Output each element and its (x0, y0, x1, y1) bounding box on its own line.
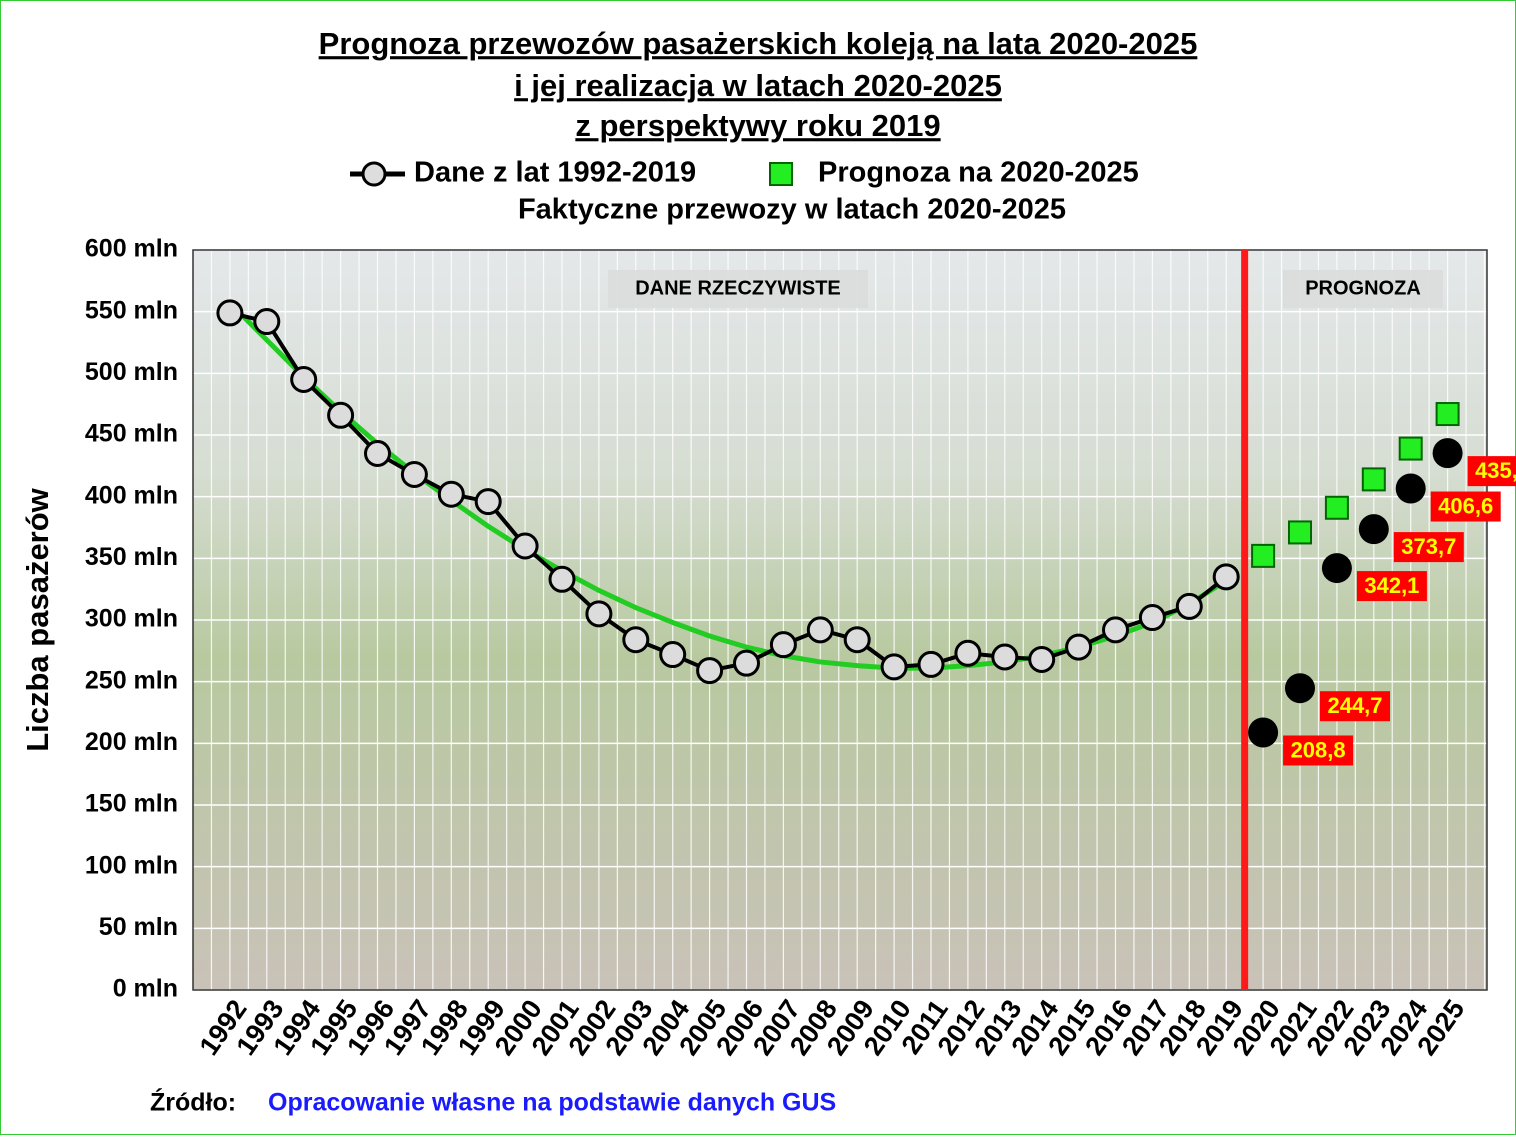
point (327, 401, 355, 429)
point (733, 649, 760, 677)
legend-label: Dane z lat 1992-2019 (414, 157, 696, 189)
value-label-box (1430, 491, 1501, 522)
point (1028, 645, 1056, 673)
value-label: 373,7 (1401, 534, 1456, 559)
value-label-box (1393, 532, 1464, 563)
point (548, 565, 576, 593)
point (696, 657, 724, 685)
point (991, 643, 1019, 671)
y-tick-label: 450 mln (85, 420, 178, 448)
value-label-box (1283, 735, 1354, 766)
point (843, 626, 871, 654)
value-label: 406,6 (1438, 493, 1493, 518)
point (1395, 473, 1426, 504)
point (1212, 563, 1240, 591)
point (1321, 553, 1352, 584)
y-tick-label: 550 mln (85, 296, 178, 324)
source-label: Źródło: (150, 1088, 236, 1117)
point (622, 626, 650, 654)
y-tick-label: 250 mln (85, 666, 178, 694)
point (1435, 402, 1460, 427)
value-label-box (1320, 691, 1390, 722)
y-axis-label: Liczba pasażerów (20, 487, 55, 751)
point (216, 299, 244, 327)
point (917, 650, 945, 678)
value-label-box (1356, 571, 1427, 602)
point (1138, 604, 1166, 632)
point (1175, 592, 1203, 620)
point (769, 631, 797, 659)
point (954, 639, 982, 667)
value-label: 435,3 (1475, 458, 1516, 483)
chart-title: i jej realizacja w latach 2020-2025 (514, 68, 1002, 103)
y-tick-label: 400 mln (85, 481, 178, 509)
point (806, 616, 834, 644)
point (1248, 717, 1279, 748)
plot: 0 mln 50 mln 100 mln 150 mln 200 mln 250 mln 3… (85, 235, 1516, 1003)
legend-marker (769, 162, 793, 186)
annotation-box (608, 270, 868, 308)
chart-title: z perspektywy roku 2019 (575, 108, 940, 143)
y-tick-label: 300 mln (85, 605, 178, 633)
point (437, 480, 465, 508)
y-tick-label: 150 mln (85, 790, 178, 818)
point (474, 488, 502, 516)
legend-label: Prognoza na 2020-2025 (818, 157, 1139, 189)
point (1288, 520, 1312, 545)
point (880, 653, 908, 681)
y-tick-label: 350 mln (85, 543, 178, 571)
point (511, 532, 539, 560)
source-text: Opracowanie własne na podstawie danych G… (268, 1089, 836, 1117)
y-tick-label: 0 mln (113, 975, 178, 1003)
legend-label: Faktyczne przewozy w latach 2020-2025 (518, 194, 1066, 226)
plot-border (192, 249, 1488, 991)
point (400, 460, 428, 488)
point (1432, 438, 1463, 469)
title: Prognoza przewozów pasażerskich koleją n… (319, 26, 1198, 143)
annotation: PROGNOZA (1305, 277, 1421, 299)
point (1065, 633, 1093, 661)
value-label: 208,8 (1291, 737, 1346, 762)
point (1102, 616, 1129, 644)
legend-marker (361, 161, 387, 187)
point (1324, 495, 1349, 520)
legend: Dane z lat 1992-2019 Prognoza na 2020-20… (350, 157, 1139, 226)
annotation: DANE RZECZYWISTE (635, 277, 841, 299)
point (1361, 467, 1386, 492)
point (290, 366, 318, 393)
point (659, 641, 687, 669)
point (585, 600, 613, 628)
annotation-box (1283, 270, 1443, 308)
value-label-box (1467, 456, 1516, 487)
y-tick-label: 500 mln (85, 358, 178, 386)
value-label: 342,1 (1364, 573, 1419, 598)
y-tick-label: 600 mln (85, 235, 178, 263)
y-tick-label: 200 mln (85, 728, 178, 756)
series-line (229, 310, 1228, 673)
value-label: 244,7 (1327, 693, 1382, 718)
point (1358, 514, 1389, 545)
point (1285, 673, 1315, 704)
point (253, 308, 281, 336)
y-tick-label: 100 mln (85, 851, 178, 879)
y-tick-label: 50 mln (99, 913, 178, 941)
chart-title: Prognoza przewozów pasażerskich koleją n… (319, 26, 1198, 61)
point (364, 440, 391, 467)
point (1398, 436, 1423, 461)
point (1251, 543, 1276, 568)
